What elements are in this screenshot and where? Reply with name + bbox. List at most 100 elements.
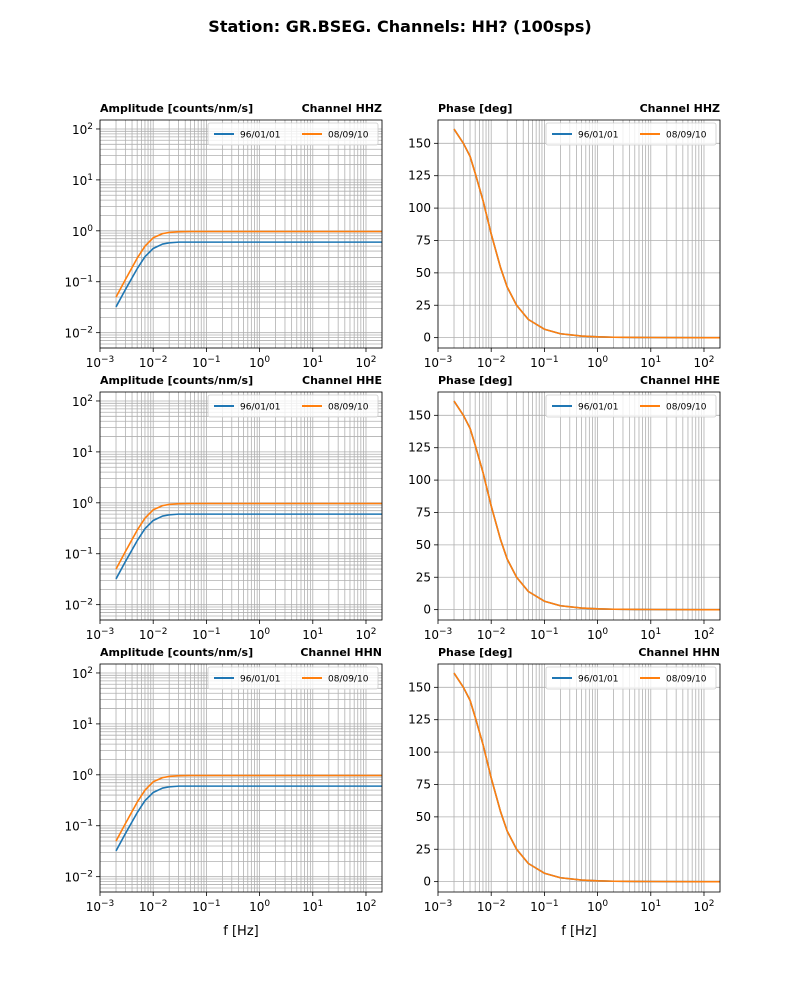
axis-ticks-phase-hhn bbox=[434, 686, 705, 896]
x-tick-label: 101 bbox=[640, 899, 661, 914]
series-amp-hhn bbox=[115, 774, 382, 852]
x-tick-label-exp: −1 bbox=[207, 899, 220, 909]
y-tick-label-exp: 1 bbox=[87, 173, 93, 183]
x-tick-label-exp: −1 bbox=[207, 627, 220, 637]
x-tick-label-exp: −2 bbox=[154, 627, 167, 637]
x-tick-label-exp: 0 bbox=[602, 899, 608, 909]
y-tick-label: 100 bbox=[72, 768, 93, 783]
plot-frame bbox=[99, 391, 383, 621]
x-tick-label-base: 10 bbox=[249, 628, 264, 642]
y-tick-label: 150 bbox=[408, 136, 431, 150]
legend-box bbox=[545, 394, 717, 418]
x-tick-label: 10−3 bbox=[86, 899, 115, 914]
y-tick-label: 10−1 bbox=[64, 819, 93, 834]
grid-phase-hhe bbox=[437, 392, 721, 620]
y-tick-label-exp: −1 bbox=[80, 275, 93, 285]
x-tick-label: 101 bbox=[302, 355, 323, 370]
y-tick-label-exp: 2 bbox=[87, 394, 93, 404]
y-tick-label: 100 bbox=[408, 745, 431, 759]
figure-title: Station: GR.BSEG. Channels: HH? (100sps) bbox=[208, 17, 591, 36]
x-tick-label: 10−1 bbox=[192, 627, 221, 642]
y-tick-label-base: 10 bbox=[72, 497, 87, 511]
x-tick-label-exp: −1 bbox=[545, 355, 558, 365]
legend-label: 96/01/01 bbox=[578, 675, 618, 685]
x-tick-label-base: 10 bbox=[139, 628, 154, 642]
y-tick-label: 0 bbox=[423, 603, 431, 617]
x-tick-label-exp: −2 bbox=[154, 899, 167, 909]
x-tick-label: 10−2 bbox=[477, 627, 506, 642]
y-tick-label-exp: 0 bbox=[87, 224, 93, 234]
x-tick-label-base: 10 bbox=[139, 356, 154, 370]
series-line-second bbox=[115, 230, 382, 298]
x-tick-label-exp: −1 bbox=[545, 627, 558, 637]
x-tick-label-base: 10 bbox=[302, 356, 317, 370]
series-phase-hhz bbox=[453, 128, 720, 339]
x-tick-label-exp: −1 bbox=[545, 899, 558, 909]
x-tick-label-exp: 0 bbox=[264, 355, 270, 365]
legend-phase-hhn: 96/01/01 08/09/10 bbox=[545, 666, 717, 690]
x-tick-label-base: 10 bbox=[86, 900, 101, 914]
panel-phase-hhz: 10−3 10−2 10−1 100 101 1020255075100125150Pha… bbox=[408, 102, 721, 370]
y-tick-label: 10−1 bbox=[64, 547, 93, 562]
x-tick-label-base: 10 bbox=[86, 356, 101, 370]
x-tick-label-exp: −3 bbox=[101, 627, 114, 637]
series-line-second bbox=[453, 400, 720, 611]
panel-title-right: Channel HHE bbox=[640, 374, 720, 387]
x-axis-label: f [Hz] bbox=[223, 924, 258, 939]
y-tick-label: 100 bbox=[72, 496, 93, 511]
x-tick-label: 100 bbox=[249, 627, 270, 642]
series-line-second bbox=[453, 128, 720, 339]
x-tick-label: 102 bbox=[693, 355, 714, 370]
panel-phase-hhn: 10−3 10−2 10−1 100 101 1020255075100125150Pha… bbox=[408, 646, 721, 939]
x-tick-label-base: 10 bbox=[355, 900, 370, 914]
y-tick-label-exp: −1 bbox=[80, 819, 93, 829]
y-tick-label: 50 bbox=[416, 266, 431, 280]
x-tick-label-exp: −2 bbox=[492, 899, 505, 909]
x-tick-label: 101 bbox=[302, 899, 323, 914]
legend-label: 08/09/10 bbox=[666, 131, 707, 141]
x-tick-label-base: 10 bbox=[530, 356, 545, 370]
panel-title-left: Amplitude [counts/nm/s] bbox=[100, 102, 253, 115]
x-tick-label-base: 10 bbox=[640, 900, 655, 914]
series-line-first bbox=[115, 785, 382, 852]
y-tick-label-base: 10 bbox=[64, 871, 79, 885]
y-tick-label: 100 bbox=[72, 224, 93, 239]
x-tick-label-base: 10 bbox=[640, 356, 655, 370]
series-line-second bbox=[453, 672, 720, 883]
y-tick-label-base: 10 bbox=[72, 225, 87, 239]
x-tick-label: 100 bbox=[249, 355, 270, 370]
y-tick-label-exp: 2 bbox=[87, 666, 93, 676]
x-tick-label-exp: 1 bbox=[656, 355, 662, 365]
legend-label: 08/09/10 bbox=[666, 403, 707, 413]
x-tick-label-exp: −3 bbox=[439, 899, 452, 909]
x-tick-label-exp: 2 bbox=[709, 627, 715, 637]
y-tick-label-base: 10 bbox=[64, 548, 79, 562]
plot-frame bbox=[99, 119, 383, 349]
x-tick-label-exp: 1 bbox=[656, 627, 662, 637]
x-tick-label-exp: 0 bbox=[602, 627, 608, 637]
y-tick-label: 10−1 bbox=[64, 275, 93, 290]
x-tick-label-base: 10 bbox=[192, 356, 207, 370]
y-tick-label: 101 bbox=[72, 173, 93, 188]
y-tick-label-base: 10 bbox=[72, 446, 87, 460]
x-tick-label: 10−1 bbox=[192, 355, 221, 370]
panel-amp-hhn: 10−3 10−2 10−1 100 101 10210−210−1100101102Am… bbox=[64, 646, 383, 939]
x-tick-label-exp: 1 bbox=[318, 627, 324, 637]
legend-label: 08/09/10 bbox=[666, 675, 707, 685]
x-tick-label: 10−3 bbox=[424, 627, 453, 642]
x-tick-label-base: 10 bbox=[477, 628, 492, 642]
x-tick-label: 100 bbox=[249, 899, 270, 914]
legend-label: 96/01/01 bbox=[578, 131, 618, 141]
x-tick-label: 10−2 bbox=[139, 627, 168, 642]
y-tick-label: 100 bbox=[408, 201, 431, 215]
y-tick-label: 50 bbox=[416, 538, 431, 552]
y-tick-label-exp: 1 bbox=[87, 717, 93, 727]
y-tick-label-exp: 2 bbox=[87, 122, 93, 132]
x-tick-label-base: 10 bbox=[424, 356, 439, 370]
x-tick-label-exp: −2 bbox=[154, 355, 167, 365]
y-tick-label-exp: 0 bbox=[87, 768, 93, 778]
x-tick-label-exp: −3 bbox=[101, 355, 114, 365]
x-tick-label-exp: 1 bbox=[318, 899, 324, 909]
grid-phase-hhn bbox=[437, 664, 721, 892]
x-tick-label-base: 10 bbox=[693, 628, 708, 642]
